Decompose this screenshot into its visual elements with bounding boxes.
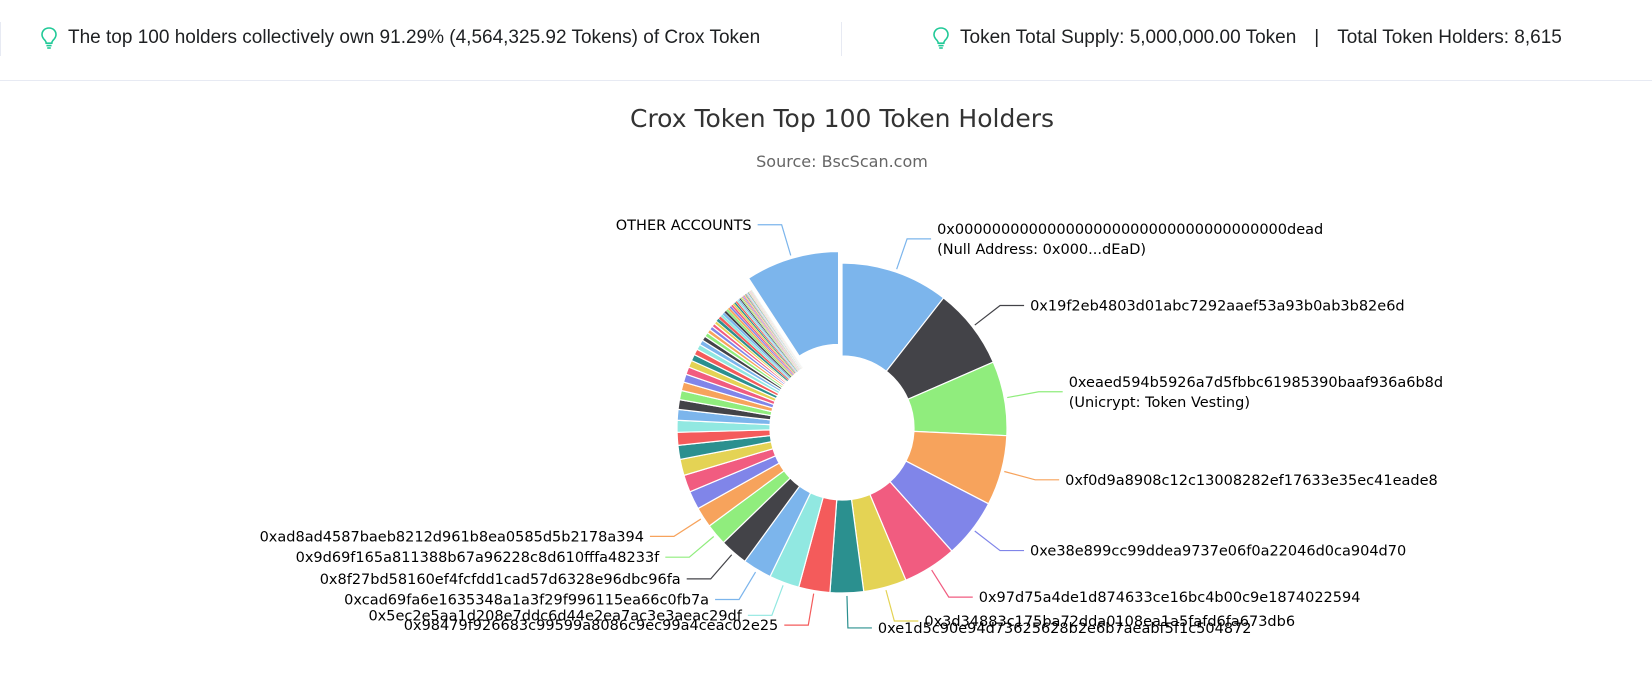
label-connector xyxy=(784,593,815,626)
slice-label: 0xf0d9a8908c12c13008282ef17633e35ec41ead… xyxy=(1065,473,1438,489)
label-connector xyxy=(715,571,757,601)
label-connector xyxy=(885,589,919,622)
top-holders-text: The top 100 holders collectively own 91.… xyxy=(68,27,761,48)
label-connector xyxy=(649,518,702,538)
slice-label: 0x97d75a4de1d874633ce16bc4b00c9e18740225… xyxy=(979,590,1361,606)
lightbulb-icon xyxy=(40,26,58,50)
label-connector xyxy=(846,595,872,629)
slice-label: OTHER ACCOUNTS xyxy=(616,218,752,234)
label-connector xyxy=(747,585,784,616)
slice-label: 0x5ec2e5aa1d208e7ddc6d44e2ea7ac3e3aeac29… xyxy=(368,608,742,624)
slice-label: 0x3d34883c175ba72dda0108ea1a5fafd6fa673d… xyxy=(924,614,1295,630)
label-connector xyxy=(931,569,973,598)
slice-label: 0x8f27bd58160ef4fcfdd1cad57d6328e96dbc96… xyxy=(320,572,681,588)
chart-title: Crox Token Top 100 Token Holders xyxy=(630,104,1054,133)
label-connector xyxy=(665,536,715,558)
slice-label: 0x98479f926683c99599a8086c9ec99a4ceac02e… xyxy=(404,618,779,634)
label-connector xyxy=(686,554,733,580)
slice-label: 0xe38e899cc99ddea9737e06f0a22046d0ca904d… xyxy=(1030,544,1406,560)
slice-label: 0x19f2eb4803d01abc7292aaef53a93b0ab3b82e… xyxy=(1030,298,1405,314)
slice-label: 0xad8ad4587baeb8212d961b8ea0585d5b2178a3… xyxy=(260,529,644,545)
slice-label: 0xcad69fa6e1635348a1a3f29f996115ea66c0fb… xyxy=(344,592,709,608)
top-holders-summary: The top 100 holders collectively own 91.… xyxy=(40,26,760,50)
label-connector xyxy=(1007,391,1063,399)
pie-labels: 0x000000000000000000000000000000000000de… xyxy=(260,218,1444,637)
label-connector xyxy=(1004,470,1060,481)
divider xyxy=(841,22,842,56)
lightbulb-icon xyxy=(932,26,950,50)
holders-pie-chart: Crox Token Top 100 Token Holders Source:… xyxy=(260,104,1444,637)
slice-sublabel: (Null Address: 0x000...dEaD) xyxy=(937,242,1146,258)
total-supply-text: Token Total Supply: 5,000,000.00 Token xyxy=(960,27,1297,48)
label-connector xyxy=(757,224,792,256)
token-supply-summary: Token Total Supply: 5,000,000.00 Token |… xyxy=(932,26,1562,50)
info-bar: The top 100 holders collectively own 91.… xyxy=(0,0,1652,81)
slice-label: 0xeaed594b5926a7d5fbbc61985390baaf936a6b… xyxy=(1069,375,1443,391)
slice-label: 0xe1d5c90e94d73625628b2e6b7aeabf5f1c5048… xyxy=(878,621,1252,637)
slice-sublabel: (Unicrypt: Token Vesting) xyxy=(1069,395,1250,411)
slice-label: 0x000000000000000000000000000000000000de… xyxy=(937,222,1323,238)
pie-slice[interactable] xyxy=(747,250,840,357)
pie-slice[interactable] xyxy=(751,289,803,369)
label-connector xyxy=(896,238,932,270)
label-connector xyxy=(974,304,1025,326)
separator: | xyxy=(1314,27,1320,48)
chart-subtitle: Source: BscScan.com xyxy=(756,152,928,171)
slice-label: 0x9d69f165a811388b67a96228c8d610fffa4823… xyxy=(296,550,661,566)
label-connector xyxy=(974,530,1025,552)
pie-slices xyxy=(676,250,1008,594)
divider xyxy=(0,22,1,56)
total-holders-text: Total Token Holders: 8,615 xyxy=(1337,27,1562,48)
